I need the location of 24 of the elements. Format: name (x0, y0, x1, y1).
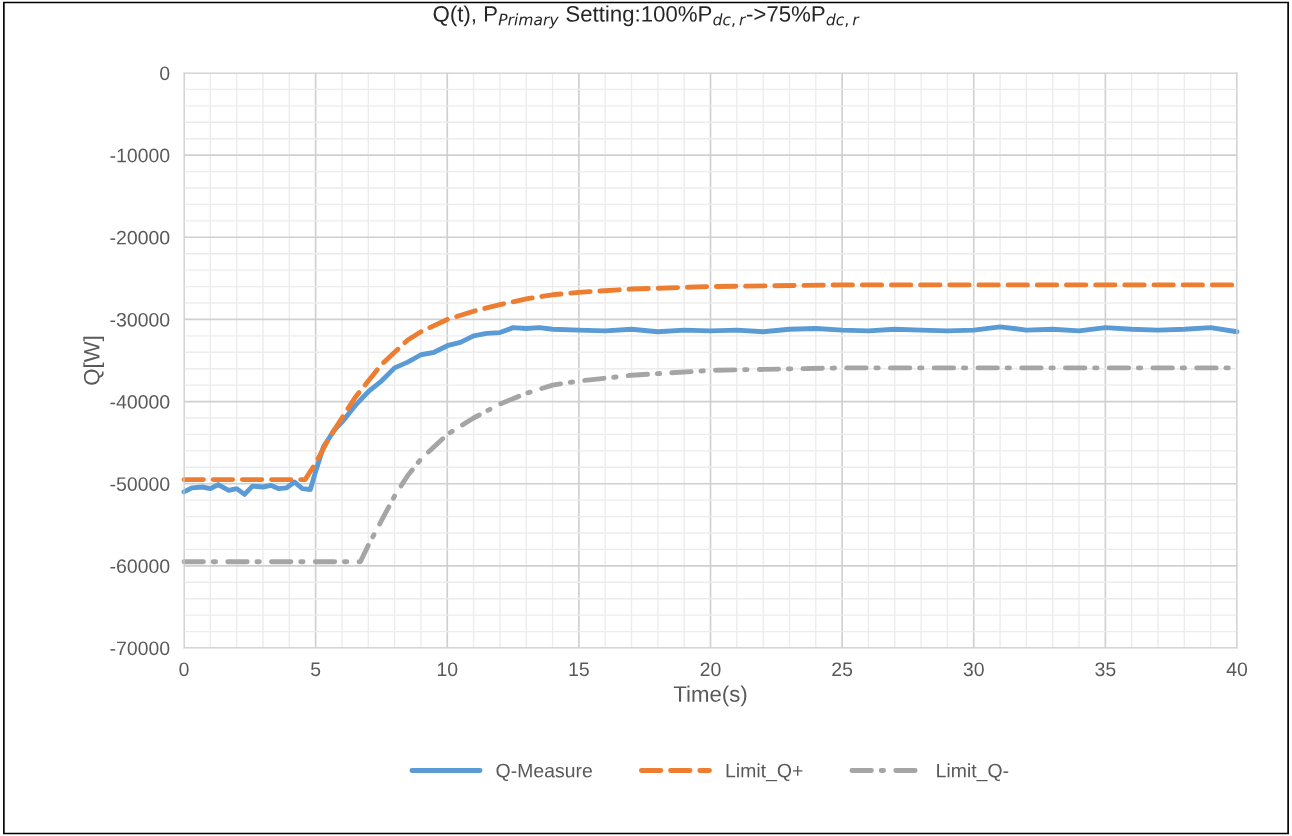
chart-title: Q(t), P$_{Primary}$ Setting:100%P$_{dc,r}$->75%P$_{dc,r}$ (433, 5, 860, 29)
y-tick-label: -30000 (110, 312, 170, 327)
y-tick-label: -70000 (110, 641, 170, 656)
x-tick-label: 30 (963, 662, 984, 677)
y-axis-title: Q[W] (83, 336, 105, 385)
y-tick-label: -20000 (110, 230, 170, 245)
x-tick-label: 15 (569, 662, 589, 677)
x-tick-label: 35 (1095, 662, 1116, 677)
x-tick-label: 25 (832, 662, 853, 677)
y-tick-label: -40000 (110, 395, 170, 409)
x-tick-label: 40 (1226, 662, 1248, 677)
legend-label: Q-Measure (496, 763, 592, 782)
x-tick-label: 5 (311, 662, 321, 677)
y-tick-label: -60000 (110, 559, 170, 574)
x-tick-label: 10 (437, 662, 458, 677)
legend-label: Limit_Q- (937, 763, 1009, 782)
x-tick-label: 20 (700, 662, 721, 677)
y-tick-label: -10000 (110, 148, 170, 163)
x-axis-title: Time(s) (673, 685, 747, 707)
line-series (181, 324, 1240, 497)
y-tick-label: -50000 (110, 477, 170, 491)
legend-label: Limit_Q+ (726, 763, 803, 782)
y-tick-label: 0 (160, 66, 170, 81)
x-tick-label: 0 (179, 662, 189, 677)
